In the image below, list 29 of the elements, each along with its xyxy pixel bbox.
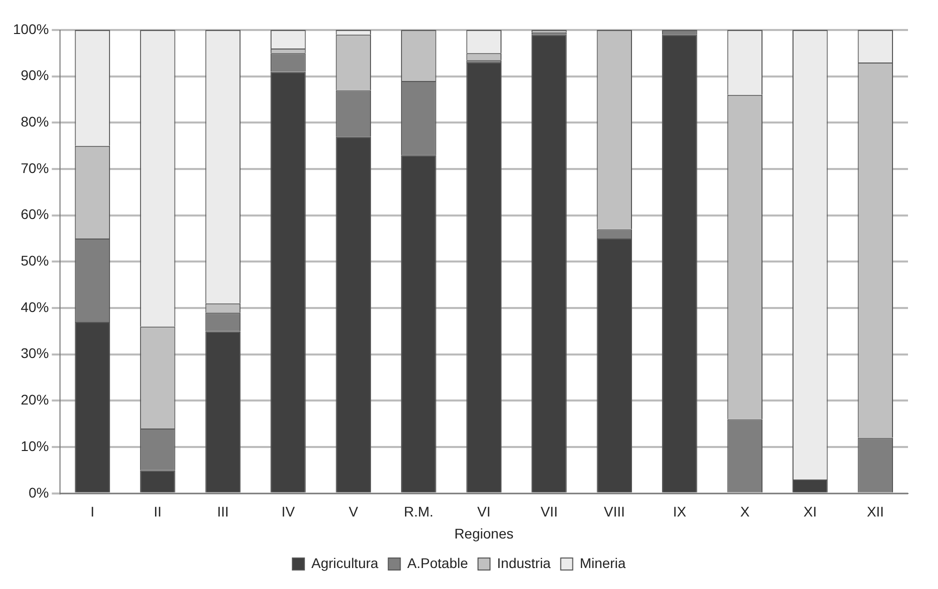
y-tick-label: 0%: [28, 484, 49, 500]
y-tick-label: 70%: [20, 160, 49, 176]
x-tick-label: VI: [477, 504, 491, 520]
y-tick-label: 90%: [20, 67, 49, 84]
x-tick-label: R.M.: [404, 504, 434, 520]
x-tick-label: XI: [804, 504, 817, 520]
x-tick-label: X: [740, 504, 750, 520]
x-tick-label: VII: [540, 504, 558, 520]
x-tick-label: III: [217, 504, 229, 520]
x-tick-label: IX: [673, 504, 687, 520]
x-tick-label: XII: [866, 504, 884, 520]
legend-label: Agricultura: [311, 554, 379, 571]
x-tick-label: II: [154, 504, 162, 520]
y-tick-label: 50%: [20, 252, 49, 269]
legend-label: Industria: [497, 554, 551, 571]
x-axis-title: Regiones: [454, 525, 514, 542]
y-tick-label: 10%: [20, 438, 49, 454]
y-tick-label: 60%: [20, 206, 49, 222]
y-tick-label: 20%: [20, 392, 49, 408]
y-tick-label: 30%: [20, 345, 49, 362]
x-tick-label: V: [348, 504, 359, 520]
legend-label: A.Potable: [407, 554, 468, 571]
legend-label: Mineria: [580, 554, 626, 571]
y-tick-label: 100%: [12, 20, 49, 37]
y-tick-label: 80%: [20, 114, 49, 130]
y-tick-label: 40%: [20, 298, 49, 315]
x-tick-label: IV: [282, 504, 296, 520]
x-tick-label: I: [90, 504, 94, 520]
x-tick-label: VIII: [604, 504, 625, 520]
